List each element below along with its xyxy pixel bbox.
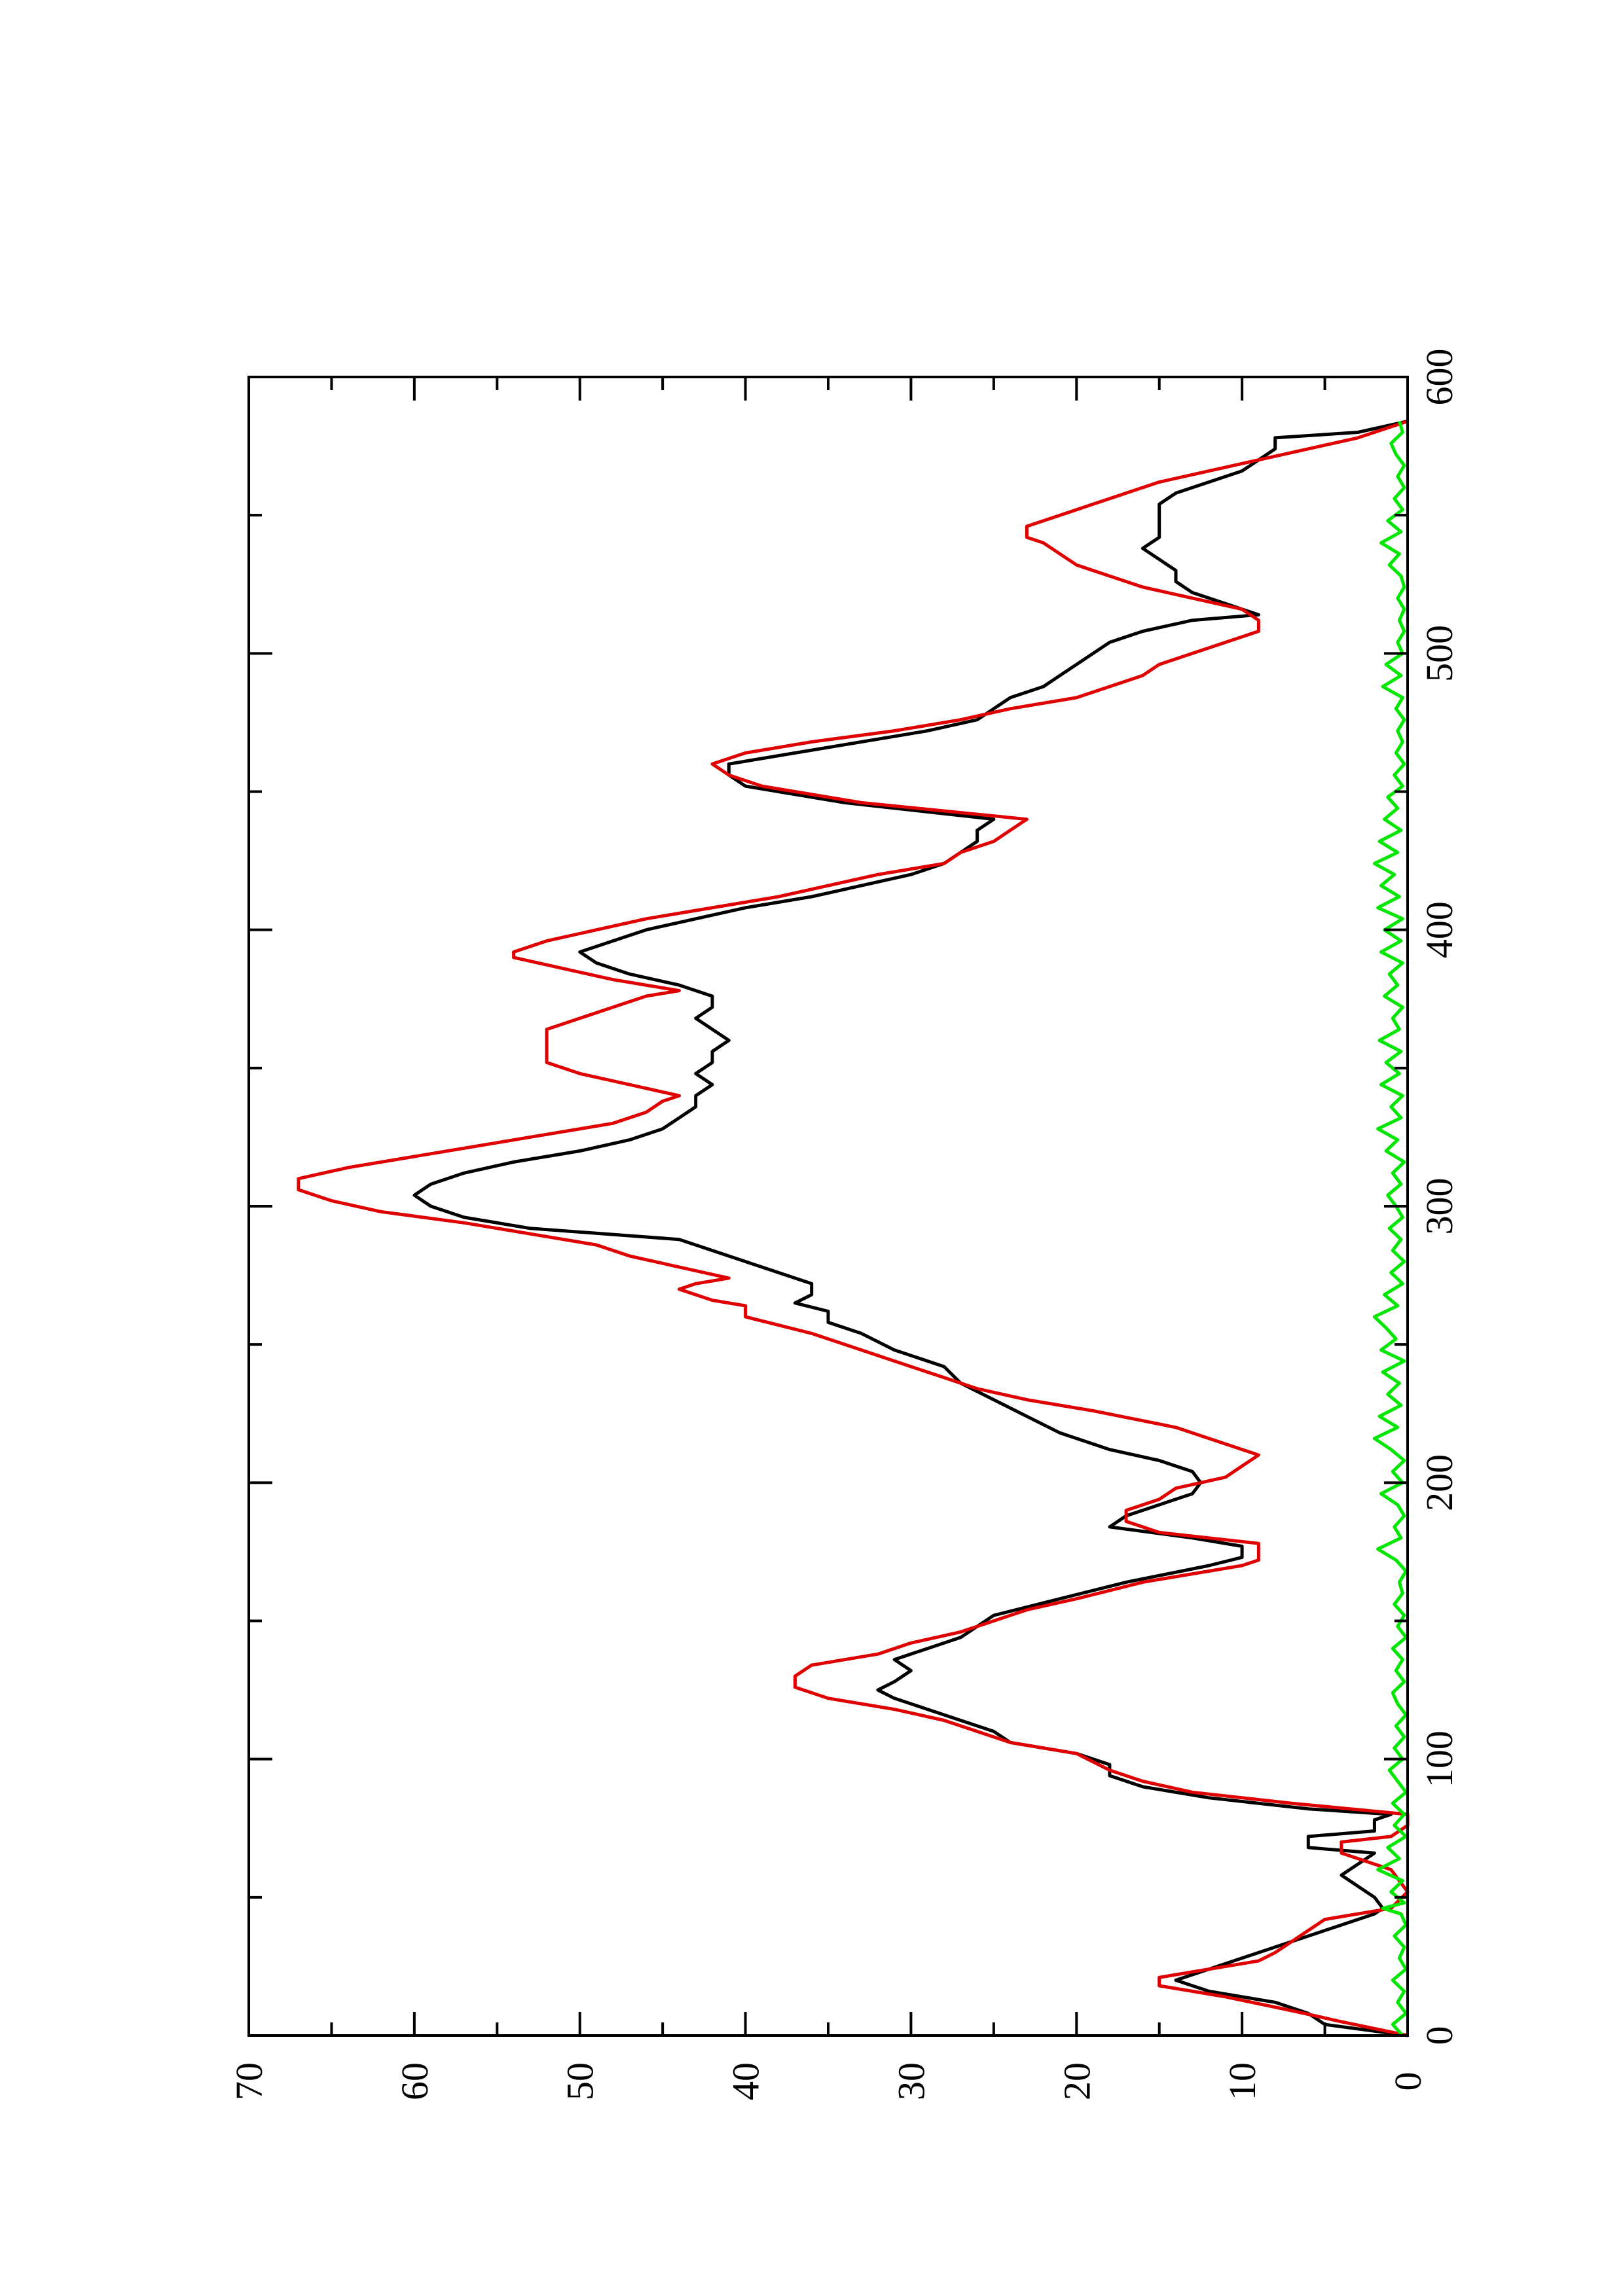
x-tick-label: 100 [1418,1731,1461,1787]
x-tick-label: 400 [1418,901,1461,958]
ticks-layer [247,376,1409,2037]
x-tick-label: 600 [1418,349,1461,406]
tick-labels-layer: 0 100 200 300 400 500 600 0 10 20 30 40 50 60 70 [228,349,1461,2101]
y-tick-label: 0 [1387,2072,1429,2091]
plot-frame [247,376,1409,2037]
y-tick-label: 60 [393,2062,436,2100]
series-line-1 [412,420,1408,2037]
y-tick-label: 70 [228,2062,270,2100]
series-line-3 [1372,420,1408,2037]
series-line-2 [297,420,1410,2037]
y-tick-label: 40 [725,2062,767,2100]
y-tick-label: 50 [559,2062,602,2100]
y-tick-label: 10 [1221,2062,1264,2100]
x-tick-label: 0 [1418,2026,1461,2045]
x-tick-label: 300 [1418,1178,1461,1235]
series-layer [297,420,1410,2037]
y-tick-label: 30 [890,2062,932,2100]
x-tick-label: 500 [1418,625,1461,682]
x-tick-label: 200 [1418,1454,1461,1511]
y-tick-label: 20 [1055,2062,1098,2100]
